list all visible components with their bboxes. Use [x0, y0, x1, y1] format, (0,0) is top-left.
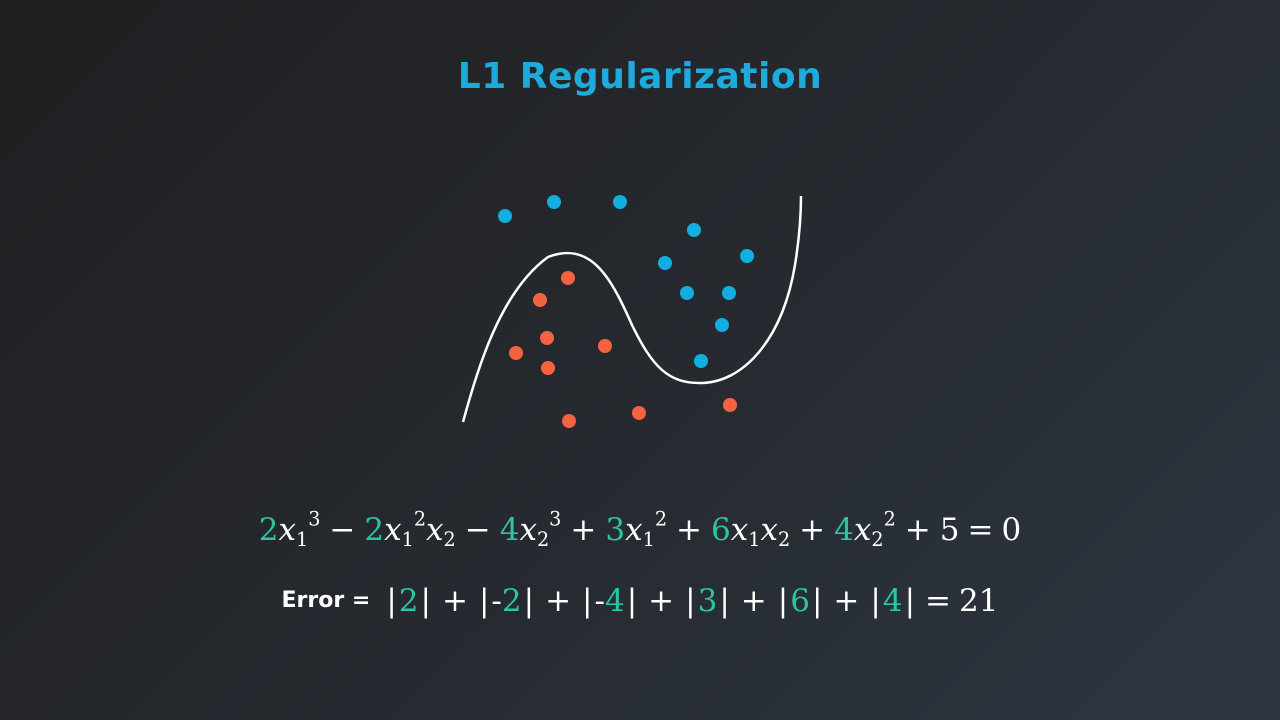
coefficient: 4: [834, 512, 854, 548]
equals-sign: =: [925, 583, 952, 619]
blue-point: [687, 223, 701, 237]
blue-point: [715, 318, 729, 332]
subscript: 2: [536, 527, 550, 551]
red-point: [561, 271, 575, 285]
plus-sign: +: [833, 583, 860, 619]
abs-bar: |: [904, 583, 916, 619]
variable: x: [853, 512, 872, 548]
abs-bar: |: [626, 583, 638, 619]
exponent: 3: [549, 507, 562, 531]
constant-term: 5: [939, 512, 960, 548]
variable: x: [760, 512, 778, 548]
red-point: [541, 361, 555, 375]
blue-point: [547, 195, 561, 209]
abs-bar: |: [685, 583, 696, 619]
equation-rhs: 0: [1001, 512, 1022, 548]
exponent: 2: [413, 507, 427, 531]
red-point: [723, 398, 737, 412]
minus-sign: -: [491, 583, 502, 619]
variable: x: [384, 512, 402, 548]
red-point: [562, 414, 576, 428]
exponent: 2: [654, 507, 668, 531]
minus-sign: -: [594, 583, 605, 619]
coefficient: 4: [499, 512, 520, 548]
blue-point: [613, 195, 627, 209]
equals-sign: =: [967, 512, 994, 548]
red-point: [509, 346, 523, 360]
error-value: 4: [604, 583, 625, 619]
operator-sign: −: [464, 512, 491, 548]
error-value: 4: [882, 583, 903, 619]
variable: x: [519, 512, 537, 548]
subscript: 2: [871, 527, 884, 551]
coefficient: 6: [711, 512, 731, 548]
blue-point: [694, 354, 708, 368]
subscript: 1: [748, 527, 761, 551]
red-point: [533, 293, 547, 307]
coefficient: 2: [364, 512, 385, 548]
red-point: [540, 331, 554, 345]
exponent: 2: [883, 507, 896, 531]
plus-sign: +: [740, 583, 767, 619]
subscript: 2: [443, 527, 456, 551]
error-value: 2: [501, 583, 522, 619]
error-label: Error =: [281, 588, 371, 613]
error-value: 6: [790, 583, 810, 619]
slide-title: L1 Regularization: [457, 56, 823, 97]
operator-sign: +: [799, 512, 826, 548]
coefficient: 2: [258, 512, 279, 548]
variable: x: [278, 512, 296, 548]
error-value: 2: [398, 583, 419, 619]
abs-bar: |: [719, 583, 730, 619]
operator-sign: +: [570, 512, 597, 548]
red-point: [632, 406, 646, 420]
operator-sign: +: [676, 512, 703, 548]
abs-bar: |: [478, 583, 490, 619]
blue-points: [498, 195, 754, 368]
plus-sign: +: [441, 583, 468, 619]
polynomial-equation: 2x13−2x12x2−4x23 +3x12 +6x1x2 +4x22 +5 = 0: [0, 509, 1280, 551]
error-calculation: Error = |2| + |-2| + |-4| + |3| + |6| + |4| = 21: [0, 583, 1280, 619]
blue-point: [740, 249, 754, 263]
error-terms: |2| + |-2| + |-4| + |3| + |6| + |4| = 21: [384, 583, 998, 619]
exponent: 3: [308, 507, 321, 531]
abs-bar: |: [420, 583, 431, 619]
blue-point: [658, 256, 672, 270]
boundary-curve: [461, 195, 803, 423]
subscript: 2: [777, 527, 791, 551]
abs-bar: |: [386, 583, 397, 619]
abs-bar: |: [870, 583, 881, 619]
red-points: [509, 271, 737, 428]
red-point: [598, 339, 612, 353]
abs-bar: |: [777, 583, 789, 619]
variable: x: [426, 512, 444, 548]
variable: x: [625, 512, 643, 548]
plus-sign: +: [545, 583, 572, 619]
variable: x: [730, 512, 749, 548]
abs-bar: |: [523, 583, 535, 619]
operator-sign: +: [904, 512, 931, 548]
blue-point: [498, 209, 512, 223]
blue-point: [680, 286, 694, 300]
subscript: 1: [295, 527, 309, 551]
subscript: 1: [642, 527, 655, 551]
operator-sign: −: [329, 512, 356, 548]
coefficient: 3: [605, 512, 626, 548]
abs-bar: |: [811, 583, 823, 619]
plus-sign: +: [648, 583, 675, 619]
error-value: 3: [697, 583, 718, 619]
error-result: 21: [959, 583, 999, 619]
blue-point: [722, 286, 736, 300]
abs-bar: |: [582, 583, 593, 619]
subscript: 1: [401, 527, 414, 551]
